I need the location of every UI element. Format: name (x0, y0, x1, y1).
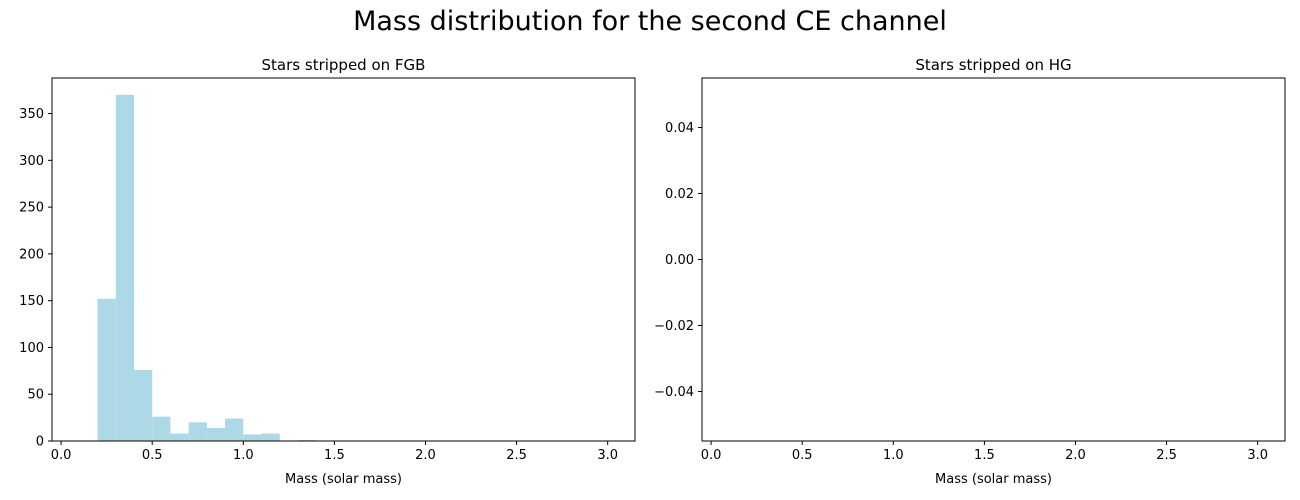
y-tick-label-fgb-1: 50 (27, 388, 44, 403)
x-tick-label-fgb-2: 1.0 (233, 448, 254, 463)
y-tick-label-fgb-4: 200 (19, 247, 44, 262)
histogram-bar-fgb-8 (243, 434, 262, 441)
histogram-bar-fgb-3 (152, 416, 171, 441)
x-tick-label-hg-6: 3.0 (1247, 448, 1268, 463)
y-tick-label-hg-4: 0.04 (665, 121, 694, 136)
x-tick-label-fgb-3: 1.5 (324, 448, 345, 463)
histogram-bar-fgb-4 (170, 433, 189, 441)
figure-title: Mass distribution for the second CE chan… (353, 6, 947, 37)
histogram-bar-fgb-6 (206, 427, 226, 441)
x-tick-label-fgb-5: 2.5 (506, 448, 527, 463)
x-tick-label-fgb-1: 0.5 (142, 448, 163, 463)
histogram-bar-fgb-7 (225, 418, 244, 441)
subplot-title-fgb: Stars stripped on FGB (262, 56, 426, 74)
plot-frame-fgb (51, 77, 636, 442)
x-tick-label-hg-2: 1.0 (883, 448, 904, 463)
x-tick-label-fgb-4: 2.0 (415, 448, 436, 463)
x-tick-label-hg-4: 2.0 (1065, 448, 1086, 463)
y-tick-label-fgb-7: 350 (19, 107, 44, 122)
x-axis-label-fgb: Mass (solar mass) (285, 472, 402, 487)
histogram-bar-fgb-1 (115, 94, 134, 441)
x-tick-label-fgb-0: 0.0 (51, 448, 72, 463)
y-tick-label-hg-1: −0.02 (654, 319, 694, 334)
y-tick-label-fgb-5: 250 (19, 201, 44, 216)
x-tick-label-hg-0: 0.0 (701, 448, 722, 463)
subplot-title-hg: Stars stripped on HG (915, 56, 1071, 74)
y-tick-label-fgb-0: 0 (36, 435, 44, 450)
y-tick-label-fgb-6: 300 (19, 154, 44, 169)
y-tick-label-fgb-2: 100 (19, 341, 44, 356)
y-tick-label-fgb-3: 150 (19, 294, 44, 309)
x-tick-label-fgb-6: 3.0 (597, 448, 618, 463)
x-tick-label-hg-5: 2.5 (1156, 448, 1177, 463)
x-tick-label-hg-1: 0.5 (792, 448, 813, 463)
plot-frame-hg (701, 77, 1286, 442)
y-tick-label-hg-0: −0.04 (654, 385, 694, 400)
histogram-bar-fgb-5 (188, 422, 207, 441)
y-tick-label-hg-3: 0.02 (665, 187, 694, 202)
y-tick-label-hg-2: 0.00 (665, 253, 694, 268)
x-axis-label-hg: Mass (solar mass) (935, 472, 1052, 487)
x-tick-label-hg-3: 1.5 (974, 448, 995, 463)
histogram-bar-fgb-2 (133, 369, 153, 441)
histogram-bar-fgb-9 (261, 433, 280, 441)
histogram-bar-fgb-0 (97, 298, 116, 441)
